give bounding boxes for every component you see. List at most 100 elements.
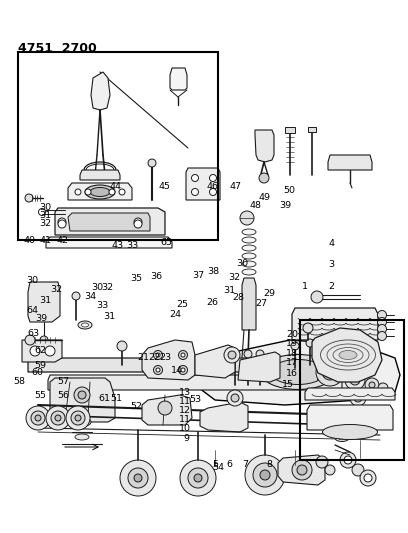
Text: 51: 51: [110, 394, 122, 402]
Polygon shape: [328, 155, 372, 170]
Text: 26: 26: [206, 298, 219, 307]
Circle shape: [245, 455, 285, 495]
Circle shape: [51, 411, 65, 425]
Ellipse shape: [75, 434, 89, 440]
Circle shape: [72, 292, 80, 300]
Text: 30: 30: [40, 204, 52, 212]
Polygon shape: [80, 170, 120, 180]
Circle shape: [377, 318, 386, 327]
Text: 18: 18: [286, 349, 298, 358]
Circle shape: [119, 189, 125, 195]
Circle shape: [311, 291, 323, 303]
Text: 13: 13: [179, 389, 191, 397]
Text: 40: 40: [24, 237, 36, 245]
Circle shape: [358, 346, 366, 354]
Polygon shape: [312, 328, 382, 382]
Bar: [300, 320, 404, 460]
Text: 56: 56: [57, 391, 69, 400]
Circle shape: [117, 341, 127, 351]
Circle shape: [325, 465, 335, 475]
Text: 11: 11: [179, 398, 191, 406]
Text: 32: 32: [228, 273, 241, 281]
Text: 27: 27: [255, 300, 267, 308]
Circle shape: [259, 173, 269, 183]
Circle shape: [46, 406, 70, 430]
Ellipse shape: [73, 417, 91, 426]
Ellipse shape: [335, 434, 349, 441]
Text: 16: 16: [286, 369, 298, 377]
Polygon shape: [28, 282, 60, 322]
Circle shape: [209, 174, 217, 182]
Polygon shape: [195, 345, 235, 378]
Text: 31: 31: [223, 286, 235, 295]
Circle shape: [244, 350, 252, 358]
Text: 35: 35: [130, 274, 142, 283]
Circle shape: [322, 364, 338, 380]
Circle shape: [303, 323, 313, 333]
Text: 10: 10: [179, 424, 191, 433]
Polygon shape: [50, 378, 115, 422]
Circle shape: [134, 474, 142, 482]
Circle shape: [134, 220, 142, 228]
Circle shape: [253, 463, 277, 487]
Circle shape: [360, 470, 376, 486]
Text: 46: 46: [206, 182, 219, 191]
Text: 33: 33: [126, 241, 138, 250]
Text: 42: 42: [56, 237, 68, 245]
Ellipse shape: [260, 354, 335, 390]
Circle shape: [179, 366, 188, 375]
Circle shape: [350, 390, 366, 406]
Circle shape: [340, 452, 356, 468]
Circle shape: [58, 218, 66, 226]
Polygon shape: [305, 388, 395, 400]
Text: 31: 31: [40, 296, 52, 305]
Circle shape: [181, 368, 185, 372]
Text: 30: 30: [236, 259, 248, 268]
Text: 32: 32: [40, 219, 52, 228]
Circle shape: [38, 208, 46, 215]
Text: 49: 49: [258, 193, 271, 202]
Circle shape: [26, 406, 50, 430]
Text: 22: 22: [148, 353, 160, 361]
Ellipse shape: [90, 188, 110, 197]
Circle shape: [156, 353, 160, 357]
Circle shape: [35, 415, 41, 421]
Text: 43: 43: [111, 241, 124, 250]
Circle shape: [156, 368, 160, 372]
Polygon shape: [68, 213, 150, 231]
Circle shape: [181, 353, 185, 357]
Circle shape: [158, 401, 172, 415]
Text: 65: 65: [160, 238, 173, 247]
Circle shape: [369, 382, 375, 388]
Circle shape: [316, 358, 344, 386]
Text: 55: 55: [34, 391, 46, 400]
Circle shape: [327, 369, 333, 375]
Text: 2: 2: [328, 282, 334, 290]
Polygon shape: [285, 127, 295, 133]
Polygon shape: [255, 130, 274, 162]
Ellipse shape: [339, 436, 346, 440]
Polygon shape: [292, 308, 378, 340]
Text: 36: 36: [150, 272, 162, 281]
Text: 7: 7: [242, 461, 248, 469]
Text: 32: 32: [102, 284, 114, 292]
Text: 14: 14: [171, 366, 183, 375]
Text: 11: 11: [179, 415, 191, 424]
Text: 24: 24: [169, 310, 182, 319]
Text: 4751  2700: 4751 2700: [18, 42, 97, 55]
Ellipse shape: [242, 237, 256, 243]
Text: 61: 61: [98, 394, 110, 402]
Circle shape: [75, 189, 81, 195]
Text: 58: 58: [13, 377, 26, 386]
Text: 29: 29: [264, 289, 276, 297]
Ellipse shape: [242, 229, 256, 235]
Polygon shape: [242, 278, 256, 330]
Circle shape: [25, 335, 35, 345]
Text: 45: 45: [158, 182, 171, 191]
Text: 1: 1: [302, 282, 308, 290]
Circle shape: [377, 325, 386, 334]
Text: 60: 60: [31, 368, 44, 376]
Circle shape: [314, 354, 322, 362]
Ellipse shape: [242, 269, 256, 275]
Circle shape: [297, 465, 307, 475]
